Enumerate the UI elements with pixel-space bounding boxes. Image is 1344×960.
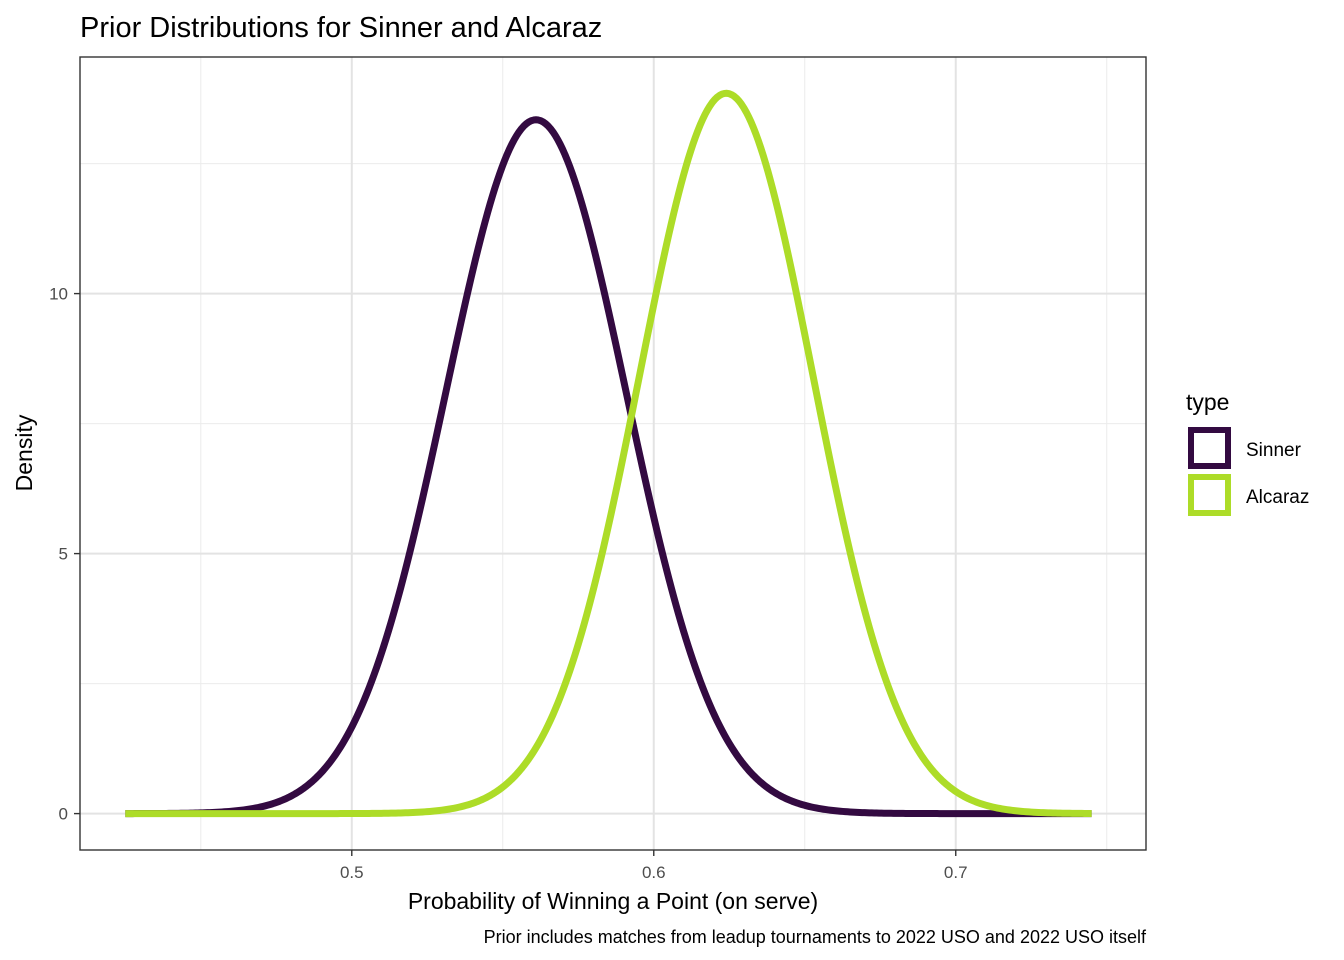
chart-title: Prior Distributions for Sinner and Alcar… [80, 12, 602, 44]
x-tick-label-2: 0.7 [944, 863, 968, 882]
density-lines [124, 89, 1093, 818]
density-line-alcaraz [124, 89, 1093, 818]
legend-title: type [1186, 389, 1229, 415]
density-line-sinner [124, 116, 1093, 818]
y-tick-label-2: 10 [49, 285, 68, 304]
legend-key-sinner [1188, 427, 1231, 469]
x-axis-title: Probability of Winning a Point (on serve… [408, 888, 818, 914]
y-axis-title: Density [11, 414, 37, 491]
x-tick-label-1: 0.6 [642, 863, 666, 882]
grid-minor [80, 57, 1146, 850]
legend-label-sinner: Sinner [1246, 440, 1302, 461]
y-tick-label-1: 5 [59, 545, 68, 564]
grid-major [80, 57, 1146, 850]
y-axis-ticks: 0 5 10 [49, 285, 80, 824]
plot-panel-border [79, 56, 1147, 851]
legend-key-alcaraz [1188, 474, 1231, 516]
x-axis-ticks: 0.5 0.6 0.7 [340, 850, 968, 882]
legend-label-alcaraz: Alcaraz [1246, 487, 1309, 508]
x-tick-label-0: 0.5 [340, 863, 364, 882]
y-tick-label-0: 0 [59, 805, 68, 824]
legend: type Sinner Alcaraz [1186, 389, 1309, 516]
caption: Prior includes matches from leadup tourn… [484, 927, 1147, 947]
